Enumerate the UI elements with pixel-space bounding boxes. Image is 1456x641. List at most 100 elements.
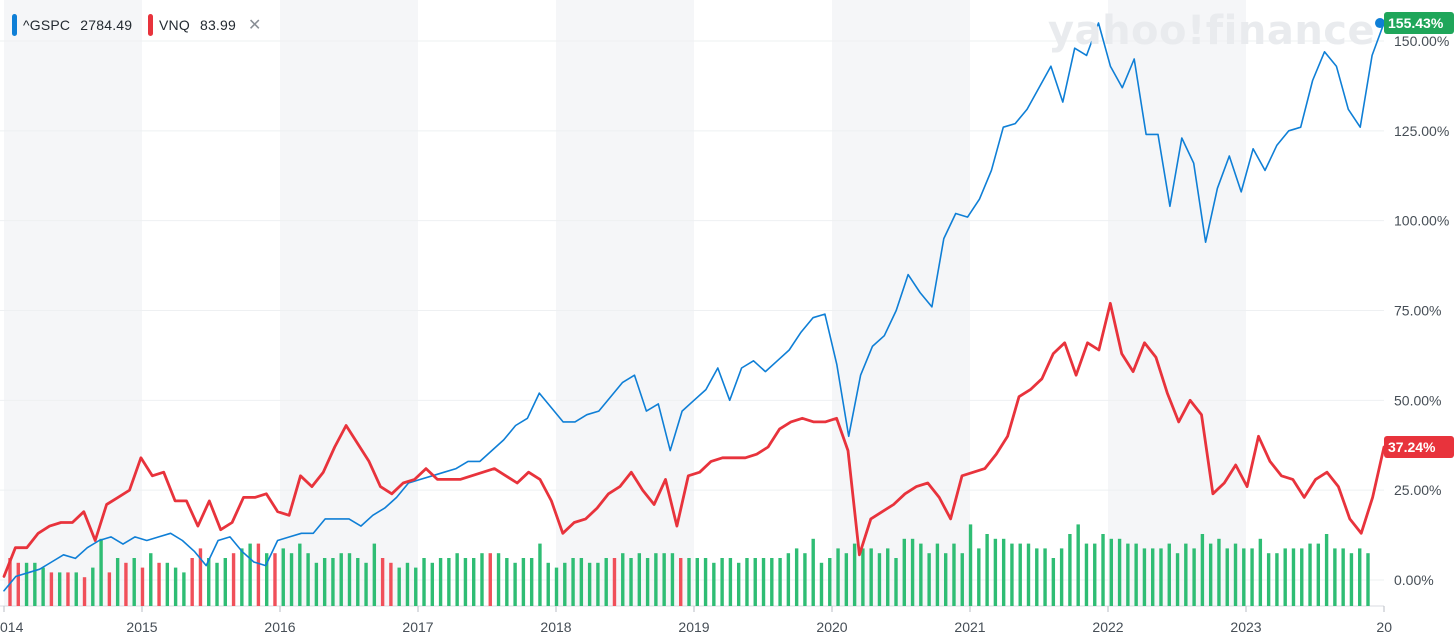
volume-bar [910,538,915,606]
volume-bar [240,548,244,606]
volume-bar [215,562,219,606]
volume-bar [347,553,352,606]
last-value-badges: 155.43% 37.24% [1384,12,1454,459]
x-tick-label: 20 [1376,619,1392,635]
volume-bar [488,553,492,606]
volume-bar [736,562,741,606]
last-value-badge [1384,12,1454,35]
year-band-2022 [1108,0,1246,606]
volume-bar [670,553,675,606]
volume-bar [637,553,642,606]
volume-bar [173,567,178,606]
last-value-badge-label: 155.43% [1388,15,1444,31]
volume-bar [1258,538,1263,606]
volume-bar [331,558,335,606]
volume-bar [422,558,426,606]
volume-bar [1366,553,1370,606]
volume-bar [1084,543,1089,606]
volume-bar [298,543,302,606]
volume-bar [57,572,62,606]
x-tick-label: 2016 [264,619,295,635]
volume-bar [1208,543,1213,606]
volume-bar [207,558,211,606]
volume-bar [372,543,377,606]
volume-bar [960,553,964,606]
x-tick-label: 2023 [1230,619,1261,635]
volume-bar [571,558,575,606]
x-axis: 014 2015 2016 2017 2018 2019 2020 2021 2022 2023 2… [0,606,1392,635]
volume-bar [1101,534,1105,606]
legend-vnq-value: 83.99 [199,17,236,33]
volume-bar [182,572,186,606]
volume-bar [695,558,699,606]
volume-bar [1059,548,1064,606]
volume-bar [74,572,78,606]
volume-bar [463,558,468,606]
volume-bar [786,553,791,606]
volume-bar [728,558,733,606]
volume-bar [1358,548,1362,606]
volume-bar [140,567,145,606]
y-tick-label: 125.00% [1394,123,1449,139]
volume-bar [753,558,757,606]
volume-bar [1242,548,1246,606]
volume-bar [165,562,170,606]
x-tick-label: 2021 [954,619,985,635]
volume-bar [99,538,103,606]
volume-bar [1026,543,1031,606]
volume-bar [264,553,269,606]
volume-bar [1068,534,1072,606]
volume-bar [306,553,310,606]
volume-bar [480,553,484,606]
volume-bar [687,558,691,606]
volume-bar [828,558,832,606]
volume-bar [41,567,45,606]
volume-bar [33,562,37,606]
volume-bar [993,538,998,606]
volume-bar [662,553,666,606]
volume-bar [803,553,807,606]
volume-bar [1300,548,1304,606]
volume-bar [364,562,368,606]
volume-bars [8,524,1370,606]
volume-bar [1043,548,1047,606]
volume-bar [91,567,95,606]
volume-bar [1283,548,1287,606]
volume-bar [107,572,112,606]
legend-gspc-symbol: ^GSPC [23,17,71,33]
volume-bar [339,553,343,606]
volume-bar [745,558,749,606]
volume-bar [1341,548,1345,606]
volume-bar [82,577,87,606]
x-tick-label: 2022 [1092,619,1123,635]
y-tick-label: 50.00% [1394,392,1441,408]
x-tick-label: 2018 [540,619,571,635]
y-tick-label: 25.00% [1394,482,1441,498]
volume-bar [761,558,766,606]
volume-bar [703,558,708,606]
volume-bar [902,538,906,606]
volume-bar [115,558,120,606]
volume-bar [505,558,509,606]
volume-bar [430,562,435,606]
volume-bar [380,558,385,606]
volume-bar [811,538,815,606]
volume-bar [1291,548,1296,606]
legend-gspc[interactable]: ^GSPC 2784.49 [12,14,132,36]
volume-bar [720,558,724,606]
year-bands [4,0,1246,606]
volume-bar [190,558,194,606]
last-value-badge [1384,436,1454,459]
close-icon[interactable]: ✕ [248,17,262,34]
volume-bar [132,558,136,606]
volume-bar [1134,543,1138,606]
volume-bar [455,553,459,606]
volume-bar [1093,543,1097,606]
y-axis: 0.00% 25.00% 50.00% 75.00% 100.00% 125.00% 150… [1394,33,1449,588]
volume-bar [1333,548,1337,606]
volume-bar [1225,548,1229,606]
volume-bar [198,548,203,606]
legend-vnq[interactable]: VNQ 83.99 ✕ [148,14,262,36]
volume-bar [1316,543,1321,606]
